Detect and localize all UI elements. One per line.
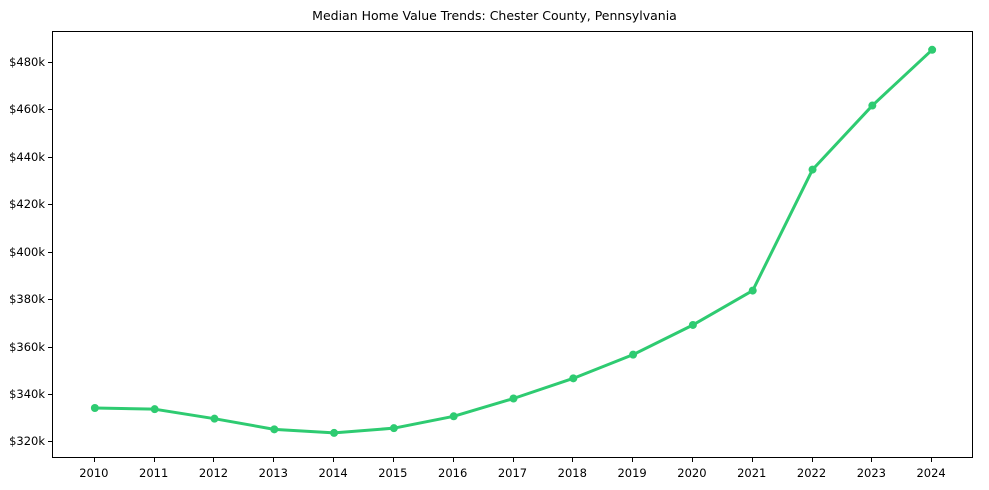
y-axis-tick-label: $440k	[9, 149, 45, 164]
x-axis-tick-labels: 2010 2011 2012 2013 2014 2015 2016 2017 2018 2019…	[0, 466, 989, 486]
data-point-marker	[330, 428, 339, 437]
x-axis-tick-label: 2015	[378, 466, 408, 480]
x-axis-tick-mark	[513, 458, 514, 462]
x-axis-tick-mark	[692, 458, 693, 462]
x-axis-tick-label: 2020	[677, 466, 707, 480]
y-axis-tick-mark	[48, 157, 52, 158]
data-point-marker	[90, 404, 99, 412]
y-axis-tick-label: $340k	[9, 386, 45, 401]
x-axis-tick-label: 2013	[258, 466, 288, 480]
x-axis-tick-mark	[213, 458, 214, 462]
data-point-marker	[629, 350, 638, 359]
x-axis-tick-label: 2017	[497, 466, 528, 480]
x-axis-tick-mark	[333, 458, 334, 462]
y-axis-tick-label: $360k	[9, 339, 45, 354]
x-axis-tick-mark	[154, 458, 155, 462]
data-point-marker	[509, 394, 518, 403]
y-axis-tick-mark	[48, 252, 52, 253]
y-axis-tick-mark	[48, 109, 52, 110]
y-axis-tick-label: $380k	[9, 292, 45, 307]
y-axis-tick-label: $480k	[9, 54, 45, 69]
data-point-marker	[928, 45, 937, 54]
x-axis-tick-label: 2016	[438, 466, 468, 480]
x-axis-tick-mark	[931, 458, 932, 462]
data-point-marker	[569, 374, 578, 383]
x-axis-tick-mark	[393, 458, 394, 462]
x-axis-tick-label: 2014	[318, 466, 348, 480]
x-axis-tick-label: 2021	[737, 466, 767, 480]
data-point-marker	[449, 412, 458, 421]
data-point-marker	[748, 286, 757, 295]
data-series-markers	[90, 45, 937, 437]
x-axis-tick-label: 2024	[916, 466, 946, 480]
x-axis-tick-mark	[273, 458, 274, 462]
data-series-line	[93, 48, 934, 435]
y-axis-tick-mark	[48, 347, 52, 348]
x-axis-tick-mark	[94, 458, 95, 462]
x-axis-tick-mark	[453, 458, 454, 462]
x-axis-tick-label: 2010	[79, 466, 109, 480]
x-axis-tick-mark	[752, 458, 753, 462]
x-axis-tick-mark	[572, 458, 573, 462]
data-point-marker	[150, 405, 159, 414]
x-axis-tick-mark	[632, 458, 633, 462]
data-point-marker	[868, 101, 877, 110]
y-axis-tick-mark	[48, 204, 52, 205]
y-axis-tick-mark	[48, 394, 52, 395]
x-axis-tick-label: 2023	[856, 466, 886, 480]
y-axis-tick-mark	[48, 299, 52, 300]
data-point-marker	[688, 320, 697, 329]
y-axis-tick-label: $400k	[9, 244, 45, 259]
y-axis-tick-labels: $320k $340k $360k $380k $400k $420k $440k $460k…	[0, 0, 45, 490]
x-axis-tick-label: 2019	[617, 466, 647, 480]
y-axis-tick-label: $460k	[9, 102, 45, 117]
data-point-marker	[808, 165, 817, 174]
y-axis-tick-label: $420k	[9, 197, 45, 212]
data-point-marker	[210, 414, 219, 423]
x-axis-tick-label: 2022	[796, 466, 827, 480]
x-axis-tick-label: 2012	[198, 466, 229, 480]
x-axis-tick-mark	[871, 458, 872, 462]
data-point-marker	[270, 425, 279, 434]
data-point-marker	[389, 424, 398, 433]
x-axis-tick-label: 2011	[139, 466, 169, 480]
y-axis-tick-label: $320k	[9, 434, 45, 449]
line-chart-svg	[90, 45, 937, 437]
plot-area	[52, 31, 973, 458]
chart-title: Median Home Value Trends: Chester County…	[312, 8, 677, 23]
y-axis-tick-mark	[48, 62, 52, 63]
y-axis-tick-mark	[48, 441, 52, 442]
x-axis-tick-mark	[812, 458, 813, 462]
x-axis-tick-label: 2018	[557, 466, 587, 480]
